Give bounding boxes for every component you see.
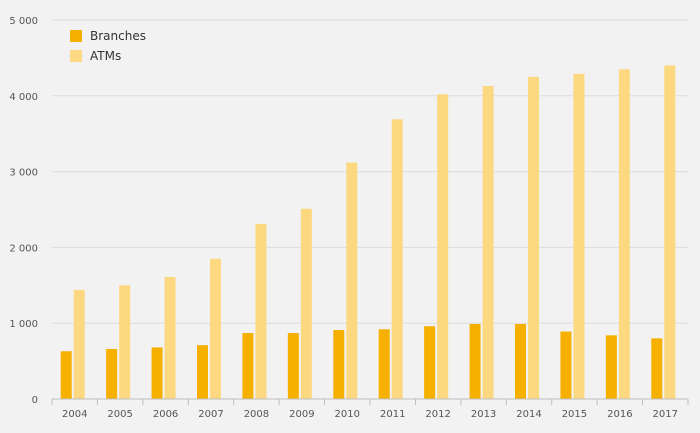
legend-swatch-atms xyxy=(70,50,82,62)
bar-branches-2009[interactable] xyxy=(287,333,299,399)
bar-atms-2008[interactable] xyxy=(255,223,267,399)
bar-atms-2011[interactable] xyxy=(391,119,403,399)
grid-lines xyxy=(52,19,688,400)
bar-branches-2015[interactable] xyxy=(560,331,572,399)
x-tick-label: 2004 xyxy=(62,409,87,420)
bar-branches-2008[interactable] xyxy=(242,333,254,399)
x-tick-label: 2015 xyxy=(562,409,587,420)
x-tick-label: 2017 xyxy=(653,409,678,420)
y-tick-label: 4 000 xyxy=(9,92,38,103)
x-tick-label: 2009 xyxy=(289,409,314,420)
y-tick-label: 2 000 xyxy=(9,243,38,254)
y-axis: 0 1 000 2 000 3 000 4 000 5 000 xyxy=(9,16,38,406)
x-tick-label: 2012 xyxy=(425,409,450,420)
bar-atms-2014[interactable] xyxy=(528,76,539,399)
bar-atms-2010[interactable] xyxy=(346,162,358,399)
y-tick-label: 5 000 xyxy=(9,16,38,27)
y-tick-label: 1 000 xyxy=(9,319,38,330)
bar-branches-2006[interactable] xyxy=(151,347,163,399)
x-tick-label: 2008 xyxy=(244,409,269,420)
bar-branches-2017[interactable] xyxy=(651,338,663,399)
bar-branches-2014[interactable] xyxy=(515,323,526,399)
legend-swatch-branches xyxy=(70,30,82,42)
x-tick-label: 2006 xyxy=(153,409,178,420)
bar-atms-2007[interactable] xyxy=(210,258,221,399)
bar-atms-2013[interactable] xyxy=(482,85,494,400)
x-tick-label: 2010 xyxy=(335,409,360,420)
x-tick-label: 2011 xyxy=(380,409,405,420)
bar-atms-2012[interactable] xyxy=(437,94,449,399)
legend-label-branches[interactable]: Branches xyxy=(90,29,146,43)
bar-atms-2017[interactable] xyxy=(664,65,676,399)
bar-atms-2006[interactable] xyxy=(164,276,176,399)
bar-atms-2009[interactable] xyxy=(300,208,312,399)
legend: Branches ATMs xyxy=(70,29,146,63)
bar-atms-2016[interactable] xyxy=(618,69,630,400)
x-tick-label: 2007 xyxy=(198,409,223,420)
y-tick-label: 0 xyxy=(32,395,38,406)
bar-branches-2011[interactable] xyxy=(378,329,390,399)
bar-branches-2010[interactable] xyxy=(333,330,345,399)
y-tick-label: 3 000 xyxy=(9,168,38,179)
x-tick-label: 2016 xyxy=(607,409,632,420)
x-tick-label: 2005 xyxy=(107,409,132,420)
bar-branches-2004[interactable] xyxy=(60,351,72,399)
bar-branches-2007[interactable] xyxy=(197,345,208,399)
legend-label-atms[interactable]: ATMs xyxy=(90,49,121,63)
x-axis: 2004 2005 2006 2007 2008 2009 2010 2011 2012 2013… xyxy=(51,398,689,420)
bar-atms-2005[interactable] xyxy=(119,285,131,399)
bars xyxy=(60,65,676,400)
bar-atms-2004[interactable] xyxy=(73,289,85,399)
bar-atms-2015[interactable] xyxy=(573,73,585,400)
bar-branches-2013[interactable] xyxy=(469,323,481,399)
bar-branches-2005[interactable] xyxy=(106,348,118,399)
x-tick-label: 2014 xyxy=(516,409,541,420)
x-tick-label: 2013 xyxy=(471,409,496,420)
bar-branches-2016[interactable] xyxy=(605,335,617,399)
bar-branches-2012[interactable] xyxy=(424,326,436,399)
